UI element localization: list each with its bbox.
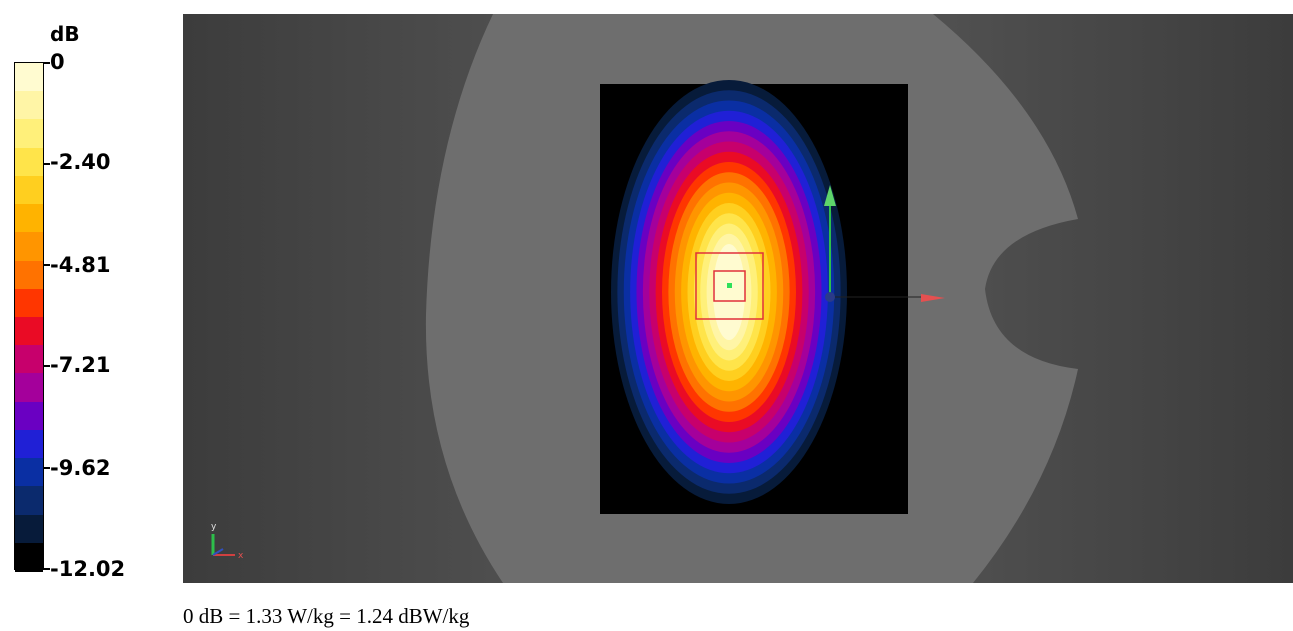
- y-axis-arrow-icon: [824, 185, 836, 206]
- colorbar-swatch: [15, 429, 43, 460]
- legend-tick: [44, 163, 50, 165]
- legend-tick: [44, 365, 50, 367]
- x-axis-arrow-icon: [921, 294, 945, 302]
- colorbar-swatch: [15, 175, 43, 206]
- colorbar-swatch: [15, 91, 43, 121]
- legend-label-1: -2.40: [50, 150, 111, 174]
- colorbar-swatch: [15, 260, 43, 290]
- 3d-viewport[interactable]: y x: [183, 14, 1293, 583]
- colorbar-swatch: [15, 486, 43, 516]
- colorbar-swatch: [15, 147, 43, 177]
- colorbar-swatch: [15, 542, 43, 572]
- caption-reference-value: 0 dB = 1.33 W/kg = 1.24 dBW/kg: [183, 604, 470, 628]
- legend-label-5: -12.02: [50, 557, 126, 581]
- zoom-scan-outer-box: [695, 252, 764, 320]
- colorbar-swatch: [15, 119, 43, 149]
- legend-unit: dB: [50, 22, 80, 46]
- colorbar: [14, 62, 44, 572]
- legend-tick: [44, 62, 50, 64]
- legend-label-4: -9.62: [50, 456, 111, 480]
- colorbar-swatch: [15, 232, 43, 262]
- peak-marker: [727, 283, 732, 288]
- contour-band: [713, 244, 745, 340]
- legend-label-3: -7.21: [50, 353, 111, 377]
- legend-tick: [44, 467, 50, 469]
- gizmo-x-label: x: [238, 551, 244, 561]
- colorbar-swatch: [15, 204, 43, 234]
- origin-marker: [825, 292, 835, 302]
- scene-canvas: y x: [183, 14, 1293, 583]
- gizmo-y-label: y: [211, 522, 217, 532]
- colorbar-swatch: [15, 345, 43, 375]
- zoom-scan-inner-box: [713, 270, 746, 302]
- colorbar-swatch: [15, 401, 43, 431]
- colorbar-swatch: [15, 288, 43, 318]
- colorbar-swatch: [15, 317, 43, 347]
- sar-contours: [611, 80, 847, 504]
- colorbar-swatch: [15, 514, 43, 544]
- colorbar-swatch: [15, 458, 43, 488]
- axes-gizmo: y x: [211, 522, 244, 561]
- legend-tick: [44, 264, 50, 266]
- legend-tick: [44, 568, 50, 570]
- legend-label-0: 0: [50, 50, 65, 74]
- legend-label-2: -4.81: [50, 253, 111, 277]
- colorbar-swatch: [15, 373, 43, 403]
- color-legend: dB 0 -2.40 -4.81 -7.21 -9.62 -12.02: [0, 0, 180, 600]
- colorbar-swatch: [15, 63, 43, 93]
